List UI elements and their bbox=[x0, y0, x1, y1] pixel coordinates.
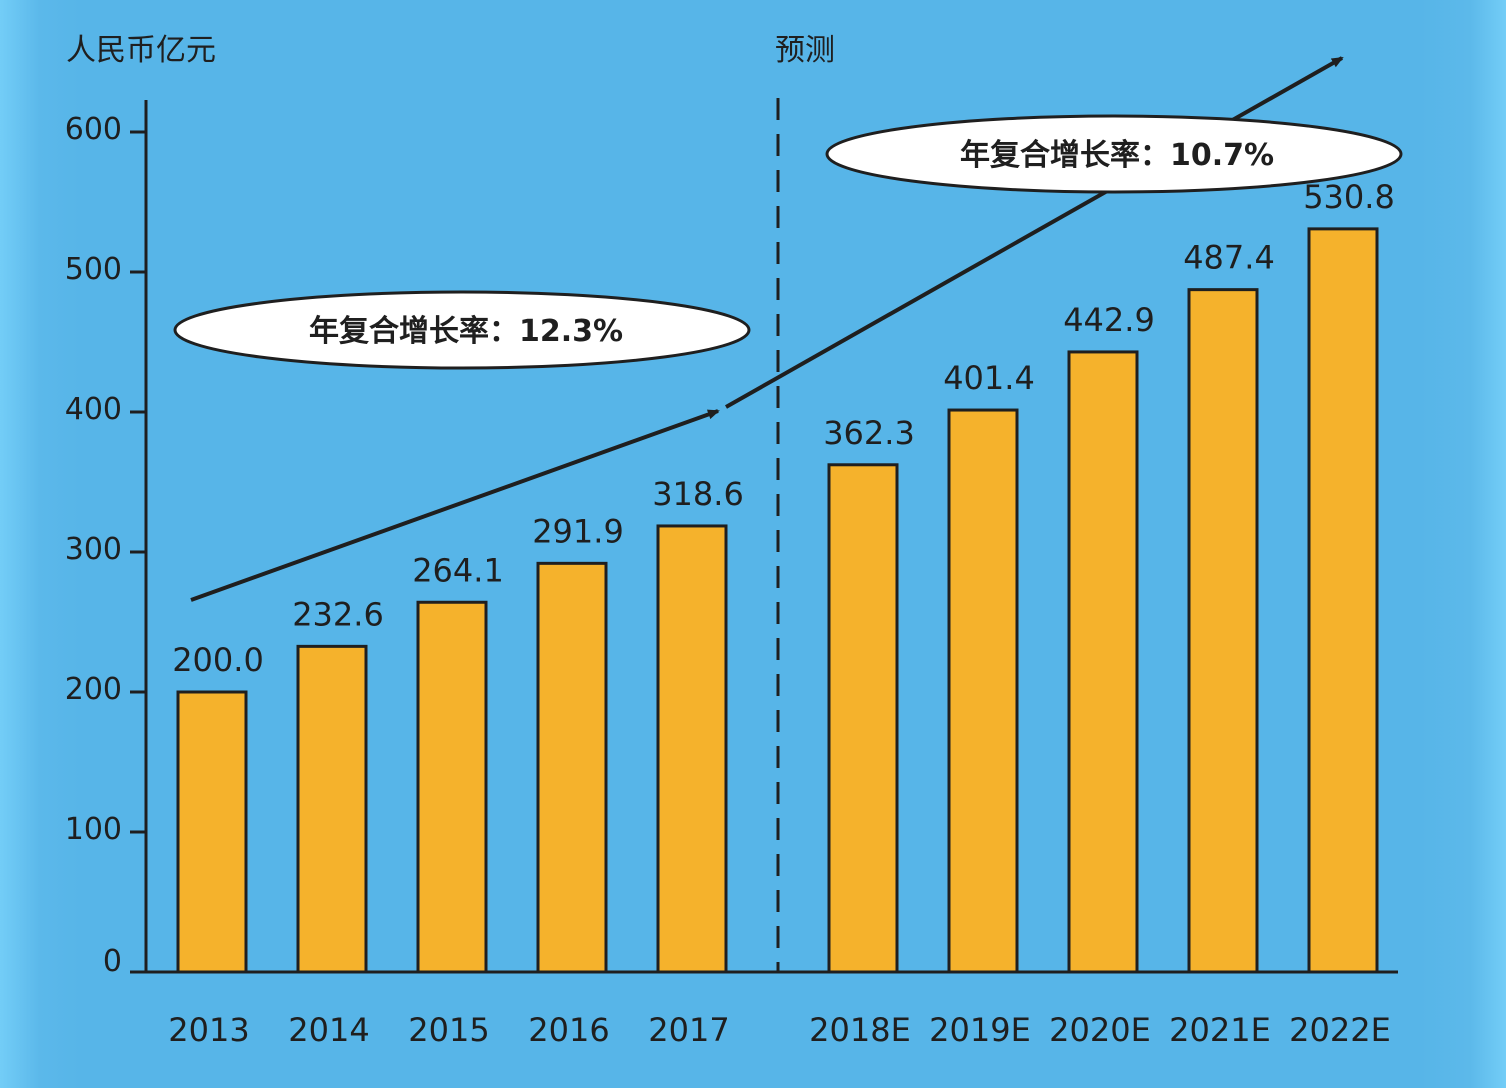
trend-arrow-historical bbox=[190, 409, 720, 602]
bar-value-label: 264.1 bbox=[412, 551, 504, 589]
bar bbox=[1067, 350, 1139, 974]
x-category-label: 2017 bbox=[648, 1011, 729, 1049]
y-tick-label: 300 bbox=[65, 532, 122, 567]
bar bbox=[827, 463, 899, 974]
bar bbox=[416, 600, 488, 974]
bar bbox=[947, 408, 1019, 974]
x-category-label: 2019E bbox=[929, 1011, 1031, 1049]
cagr-annotation-historical: 年复合增长率：12.3% bbox=[173, 290, 751, 370]
bar bbox=[176, 690, 248, 974]
bar-value-label: 291.9 bbox=[532, 512, 624, 550]
y-tick-label: 0 bbox=[103, 944, 122, 979]
bar-value-label: 232.6 bbox=[292, 595, 384, 633]
bars: 200.0 2013 232.6 2014 264.1 2015 291.9 2016 318.… bbox=[168, 178, 1395, 1049]
x-category-label: 2014 bbox=[288, 1011, 369, 1049]
x-category-label: 2022E bbox=[1289, 1011, 1391, 1049]
x-category-label: 2020E bbox=[1049, 1011, 1151, 1049]
bar-value-label: 200.0 bbox=[172, 641, 264, 679]
y-axis-unit-label: 人民币亿元 bbox=[66, 33, 216, 68]
forecast-label: 预测 bbox=[775, 33, 835, 68]
x-category-label: 2018E bbox=[809, 1011, 911, 1049]
bar bbox=[656, 524, 728, 974]
bar-value-label: 530.8 bbox=[1303, 178, 1395, 216]
bar-value-label: 442.9 bbox=[1063, 301, 1155, 339]
axes: 0 100 200 300 400 500 600 bbox=[65, 98, 1398, 979]
bar bbox=[1307, 227, 1379, 974]
bar-value-label: 401.4 bbox=[943, 359, 1035, 397]
cagr-ellipse-forecast bbox=[825, 114, 1403, 194]
y-tick-label: 600 bbox=[65, 112, 122, 147]
y-tick-label: 100 bbox=[65, 812, 122, 847]
x-category-label: 2016 bbox=[528, 1011, 609, 1049]
y-tick-label: 500 bbox=[65, 252, 122, 287]
x-category-label: 2021E bbox=[1169, 1011, 1271, 1049]
cagr-ellipse-historical bbox=[173, 290, 751, 370]
cagr-annotation-forecast: 年复合增长率：10.7% bbox=[825, 114, 1403, 194]
trend-arrow-forecast bbox=[725, 56, 1344, 409]
bar bbox=[296, 644, 368, 974]
bar-value-label: 487.4 bbox=[1183, 239, 1275, 277]
bar bbox=[536, 561, 608, 974]
trend-arrows bbox=[190, 56, 1344, 602]
cagr-label-forecast: 年复合增长率：10.7% bbox=[960, 138, 1274, 173]
bar-value-label: 318.6 bbox=[652, 475, 744, 513]
x-category-label: 2015 bbox=[408, 1011, 489, 1049]
y-tick-label: 200 bbox=[65, 672, 122, 707]
x-category-label: 2013 bbox=[168, 1011, 249, 1049]
bar-value-label: 362.3 bbox=[823, 414, 915, 452]
y-tick-label: 400 bbox=[65, 392, 122, 427]
bar bbox=[1187, 288, 1259, 974]
cagr-label-historical: 年复合增长率：12.3% bbox=[309, 314, 623, 349]
